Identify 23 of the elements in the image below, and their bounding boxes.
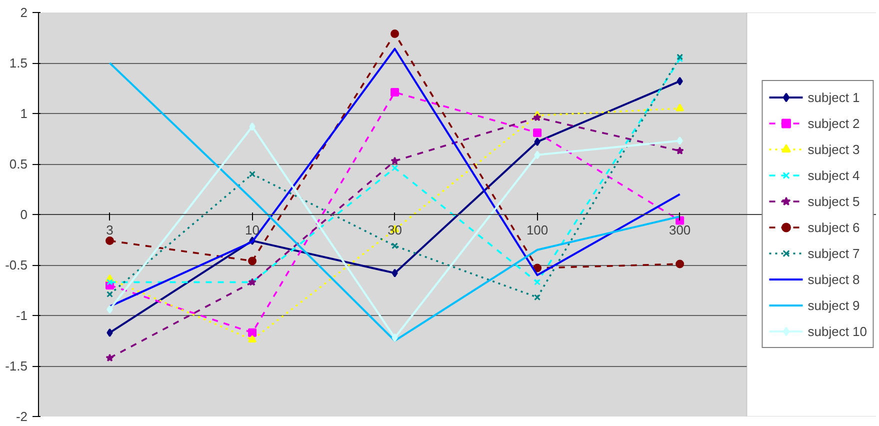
legend-label: subject 8 [808, 272, 860, 286]
y-tick-label: -2 [16, 409, 28, 424]
legend-label: subject 9 [808, 298, 860, 312]
y-tick-label: 0 [20, 207, 28, 222]
y-tick-label: -0.5 [5, 258, 28, 272]
x-tick-label: 3 [106, 222, 114, 238]
legend-label: subject 3 [808, 142, 860, 156]
x-tick-label: 10 [245, 222, 260, 238]
y-tick-label: 0.5 [9, 156, 28, 172]
y-tick-label: 2 [20, 5, 28, 20]
y-tick-label: -1.5 [5, 358, 28, 374]
y-tick-label: -1 [16, 308, 28, 323]
legend-label: subject 10 [808, 324, 867, 338]
legend-label: subject 5 [808, 194, 860, 208]
y-tick-label: 1 [20, 106, 28, 121]
legend-label: subject 2 [808, 116, 860, 130]
x-tick-label: 100 [526, 222, 548, 238]
legend-label: subject 4 [808, 168, 860, 182]
legend-label: subject 1 [808, 90, 860, 104]
legend-label: subject 7 [808, 246, 860, 260]
x-tick-label: 300 [668, 222, 691, 238]
y-tick-label: 1.5 [9, 56, 28, 70]
legend-label: subject 6 [808, 220, 860, 234]
